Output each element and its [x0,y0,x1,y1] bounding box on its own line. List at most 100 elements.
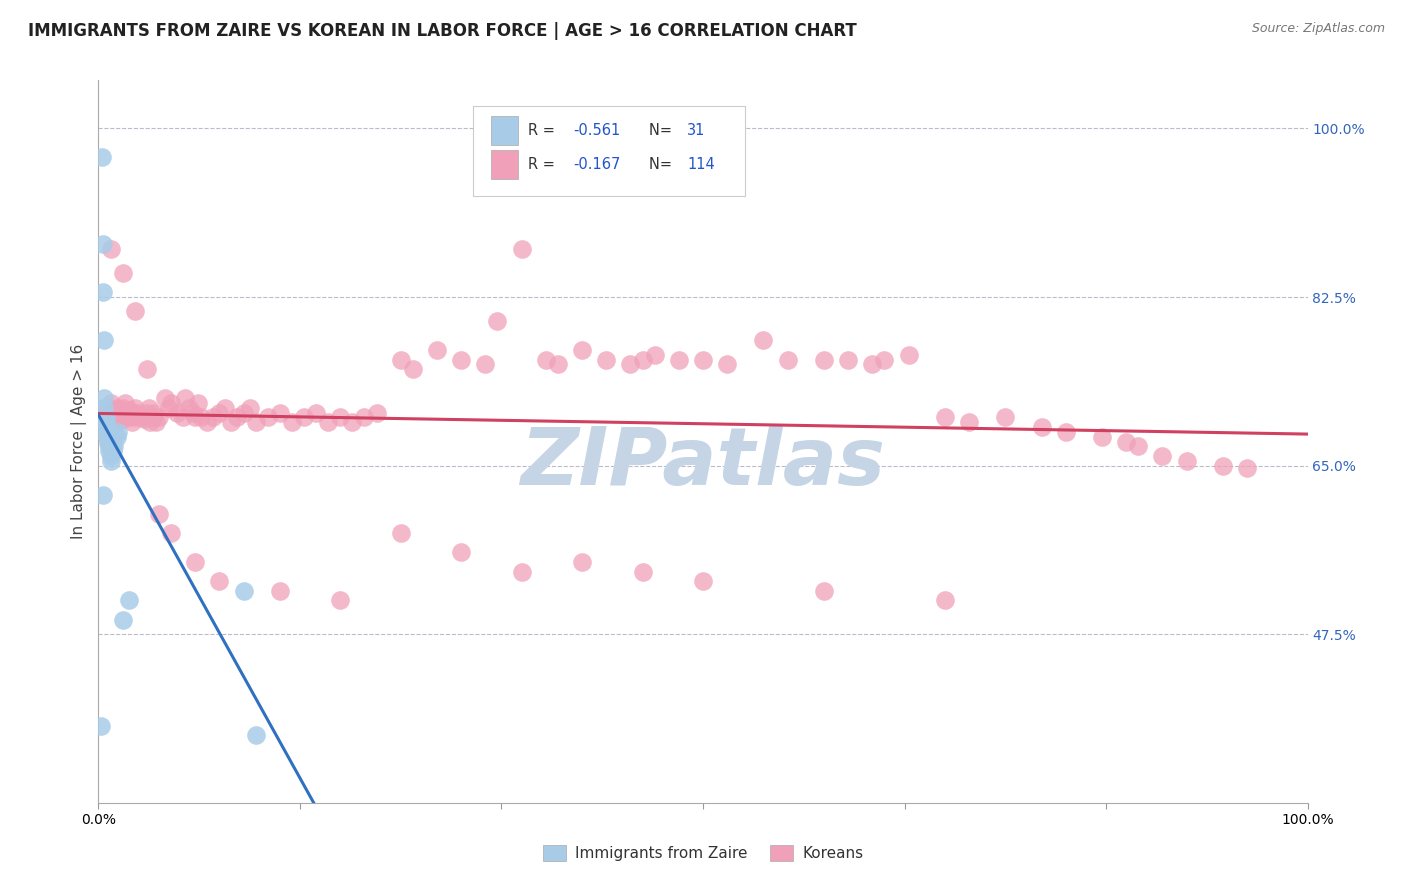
Point [1054,425,1077,439]
Point [107,410,129,425]
Point [934,410,956,425]
Point [1091,430,1114,444]
Point [101,434,124,449]
Point [1031,420,1053,434]
Point [534,352,557,367]
Text: R =: R = [527,123,560,138]
Point [93,391,115,405]
Point [208,406,231,420]
Point [547,358,569,372]
Point [93,401,115,415]
Point [103,402,125,417]
Point [305,406,328,420]
Point [245,415,267,429]
Text: 31: 31 [688,123,706,138]
Point [366,406,388,420]
Text: R =: R = [527,157,560,172]
Point [631,352,654,367]
Text: ZIPatlas: ZIPatlas [520,425,886,502]
Point [595,352,617,367]
Point [994,410,1017,425]
Point [239,401,262,415]
Point [121,406,143,420]
Point [486,314,509,328]
Point [752,334,775,348]
Point [342,415,364,429]
Point [124,401,146,415]
Point [118,402,141,417]
Point [111,412,134,426]
Point [195,415,218,429]
Point [813,352,835,367]
Point [121,415,143,429]
FancyBboxPatch shape [474,105,745,196]
Point [232,406,254,420]
Point [105,401,128,415]
Point [179,401,201,415]
Point [97,401,120,415]
Point [91,150,114,164]
Point [184,410,207,425]
Point [91,237,114,252]
Point [184,555,207,569]
Bar [492,117,517,145]
Point [100,396,122,410]
Point [1212,458,1234,473]
Point [644,348,666,362]
Point [934,593,956,607]
Point [166,406,188,420]
Point [100,442,122,456]
Text: 114: 114 [688,157,716,172]
Point [94,410,117,425]
Point [208,574,231,589]
Point [91,285,114,300]
Point [100,454,122,468]
Point [100,406,122,420]
Point [329,410,352,425]
Point [281,415,304,429]
Text: Source: ZipAtlas.com: Source: ZipAtlas.com [1251,22,1385,36]
Point [129,410,152,425]
Point [716,358,738,372]
Bar [492,151,517,179]
Point [93,334,115,348]
Point [124,410,146,425]
Text: IMMIGRANTS FROM ZAIRE VS KOREAN IN LABOR FORCE | AGE > 16 CORRELATION CHART: IMMIGRANTS FROM ZAIRE VS KOREAN IN LABOR… [28,22,856,40]
Point [160,396,183,410]
Point [101,410,124,425]
Point [111,266,134,280]
Point [105,430,128,444]
Point [389,526,412,541]
Point [221,415,243,429]
Point [510,565,533,579]
Point [98,439,121,453]
Point [107,425,129,439]
Point [450,352,472,367]
Point [94,415,117,429]
Point [873,352,896,367]
Point [142,410,165,425]
Point [101,444,124,458]
Point [631,565,654,579]
Point [118,593,141,607]
Point [1236,460,1258,475]
Point [269,406,291,420]
Point [100,432,122,446]
Point [135,406,157,420]
Point [1152,449,1174,463]
Point [316,415,339,429]
Point [160,526,183,541]
Point [571,555,593,569]
Point [135,362,157,376]
Point [114,406,136,420]
Point [226,410,249,425]
Point [269,583,291,598]
Point [172,410,194,425]
Point [96,430,118,444]
Point [145,415,167,429]
Point [93,410,115,425]
Point [124,304,146,318]
Point [187,396,209,410]
Text: -0.167: -0.167 [574,157,621,172]
Point [450,545,472,559]
